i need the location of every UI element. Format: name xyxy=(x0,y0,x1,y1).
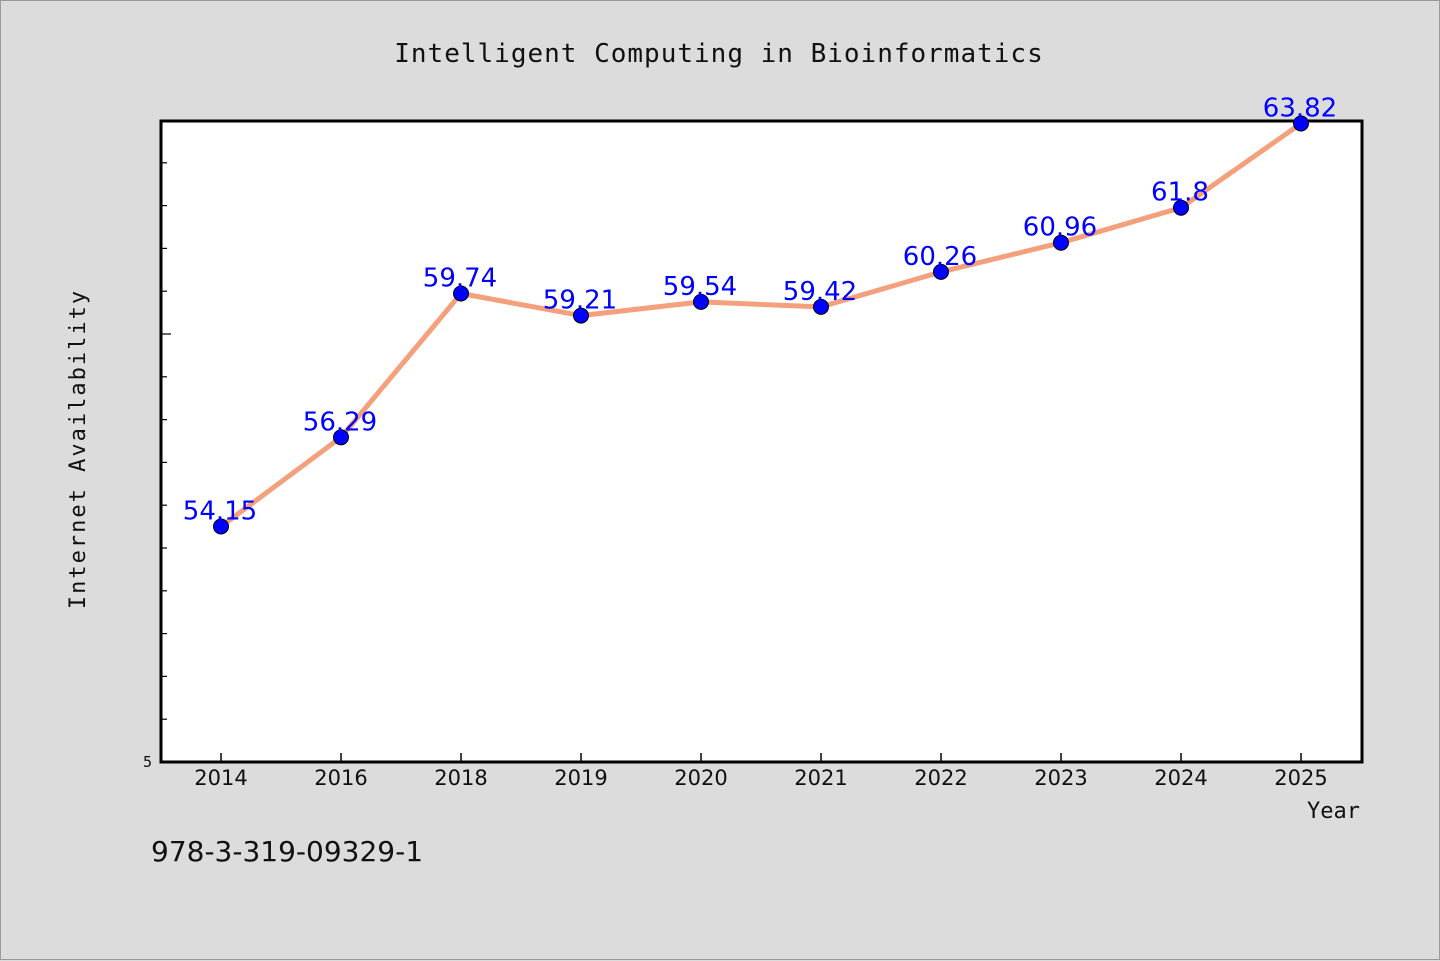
x-tick-label: 2024 xyxy=(1154,766,1207,790)
data-point xyxy=(333,429,349,446)
x-axis-label: Year xyxy=(1307,799,1360,824)
data-point xyxy=(1053,234,1069,251)
x-tick-label: 2019 xyxy=(554,766,607,790)
isbn-text: 978-3-319-09329-1 xyxy=(151,835,424,868)
data-point xyxy=(213,518,229,535)
data-label: 54.15 xyxy=(183,497,257,527)
data-label: 59.42 xyxy=(783,277,857,307)
data-label: 60.26 xyxy=(903,242,977,272)
x-tick-label: 2016 xyxy=(314,766,367,790)
data-markers xyxy=(213,115,1309,535)
x-tick-label: 2021 xyxy=(794,766,847,790)
data-label: 59.54 xyxy=(663,272,737,302)
x-tick-label: 2014 xyxy=(194,766,247,790)
data-point xyxy=(453,285,469,302)
data-point xyxy=(693,293,709,310)
data-label: 61.8 xyxy=(1151,178,1209,208)
data-point xyxy=(1173,199,1189,216)
data-label: 63.82 xyxy=(1263,94,1337,124)
data-label: 56.29 xyxy=(303,407,377,437)
plot-area xyxy=(159,119,1364,764)
series-line xyxy=(218,121,1304,529)
data-point xyxy=(933,263,949,280)
data-labels: 54.15 56.29 59.74 59.21 59.54 59.42 60.26 60.96… xyxy=(183,94,1337,527)
data-label: 59.74 xyxy=(423,264,497,294)
data-point xyxy=(1293,115,1309,132)
x-tick-label: 2023 xyxy=(1034,766,1087,790)
data-label: 60.96 xyxy=(1023,213,1097,243)
x-tick-label: 2020 xyxy=(674,766,727,790)
x-tick-label: 2022 xyxy=(914,766,967,790)
x-tick-label: 2025 xyxy=(1274,766,1327,790)
data-label: 59.21 xyxy=(543,286,617,316)
chart-title: Intelligent Computing in Bioinformatics xyxy=(394,39,1043,69)
data-point xyxy=(813,298,829,315)
y-tick-label: 5 xyxy=(143,753,152,771)
y-axis-ticks xyxy=(161,162,171,720)
x-axis-ticks: 2014 2016 2018 2019 2020 2021 2022 2023 2024 2025 xyxy=(194,753,1328,790)
y-axis-label: Internet Availability xyxy=(66,289,91,609)
x-tick-label: 2018 xyxy=(434,766,487,790)
data-point xyxy=(573,307,589,324)
